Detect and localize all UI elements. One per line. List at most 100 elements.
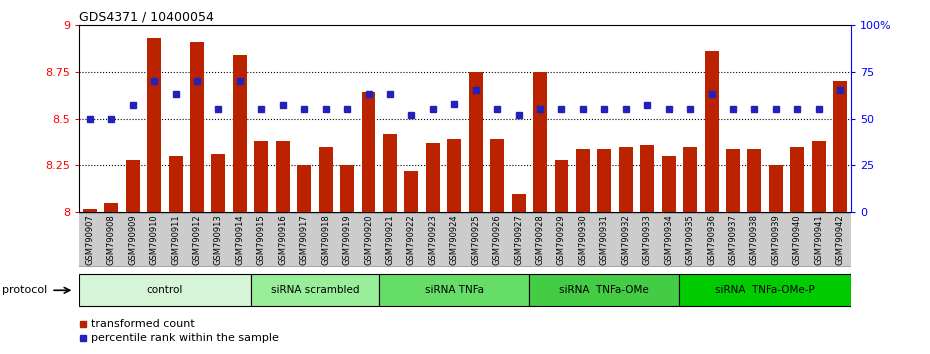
Bar (405, 171, 418, 212)
Text: GSM790930: GSM790930 (578, 215, 588, 266)
Bar (422, 212, 444, 267)
Text: percentile rank within the sample: percentile rank within the sample (90, 333, 279, 343)
Bar (615, 212, 636, 267)
Text: GSM790922: GSM790922 (407, 215, 416, 265)
Bar (232, 55, 246, 212)
Bar (340, 166, 354, 212)
Bar (658, 212, 680, 267)
Bar (593, 212, 615, 267)
Text: GSM790919: GSM790919 (342, 215, 352, 265)
Bar (680, 212, 701, 267)
Bar (833, 81, 847, 212)
Bar (701, 212, 723, 267)
Text: GSM790915: GSM790915 (257, 215, 266, 265)
Bar (684, 147, 698, 212)
Bar (830, 212, 851, 267)
Bar (79, 274, 250, 306)
Text: GSM790939: GSM790939 (771, 215, 780, 266)
Text: siRNA scrambled: siRNA scrambled (271, 285, 359, 295)
Bar (748, 149, 762, 212)
Bar (211, 154, 225, 212)
Bar (186, 212, 207, 267)
Bar (508, 212, 529, 267)
Bar (486, 212, 508, 267)
Bar (790, 147, 804, 212)
Text: GSM790931: GSM790931 (600, 215, 609, 266)
Bar (250, 274, 379, 306)
Text: GSM790917: GSM790917 (299, 215, 309, 266)
Bar (122, 212, 143, 267)
Bar (551, 212, 572, 267)
Bar (250, 212, 272, 267)
Bar (294, 212, 315, 267)
Bar (529, 274, 680, 306)
Text: GSM790935: GSM790935 (685, 215, 695, 266)
Bar (662, 156, 676, 212)
Text: GSM790911: GSM790911 (171, 215, 180, 265)
Text: GSM790908: GSM790908 (107, 215, 115, 266)
Bar (276, 141, 290, 212)
Text: GSM790923: GSM790923 (429, 215, 437, 266)
Text: siRNA  TNFa-OMe: siRNA TNFa-OMe (560, 285, 649, 295)
Bar (104, 203, 118, 212)
Text: GSM790941: GSM790941 (815, 215, 823, 265)
Bar (723, 212, 744, 267)
Text: GSM790910: GSM790910 (150, 215, 159, 265)
Text: protocol: protocol (2, 285, 47, 295)
Bar (315, 212, 337, 267)
Bar (319, 147, 333, 212)
Bar (680, 274, 851, 306)
Text: siRNA  TNFa-OMe-P: siRNA TNFa-OMe-P (715, 285, 815, 295)
Text: GSM790936: GSM790936 (707, 215, 716, 266)
Bar (207, 212, 229, 267)
Bar (147, 38, 161, 212)
Bar (465, 212, 486, 267)
Text: GSM790926: GSM790926 (493, 215, 501, 266)
Bar (401, 212, 422, 267)
Bar (126, 160, 140, 212)
Bar (469, 72, 483, 212)
Text: GSM790940: GSM790940 (793, 215, 802, 265)
Bar (383, 133, 397, 212)
Bar (640, 145, 654, 212)
Bar (533, 72, 547, 212)
Bar (272, 212, 294, 267)
Bar (143, 212, 165, 267)
Text: GSM790918: GSM790918 (321, 215, 330, 266)
Bar (812, 141, 826, 212)
Bar (744, 212, 765, 267)
Text: GSM790928: GSM790928 (536, 215, 545, 266)
Bar (100, 212, 122, 267)
Bar (165, 212, 186, 267)
Bar (337, 212, 358, 267)
Text: GSM790920: GSM790920 (364, 215, 373, 265)
Bar (787, 212, 808, 267)
Text: siRNA TNFa: siRNA TNFa (425, 285, 484, 295)
Text: GSM790913: GSM790913 (214, 215, 223, 266)
Bar (379, 274, 529, 306)
Bar (490, 139, 504, 212)
Bar (168, 156, 182, 212)
Text: GDS4371 / 10400054: GDS4371 / 10400054 (79, 11, 214, 24)
Text: GSM790914: GSM790914 (235, 215, 245, 265)
Bar (254, 141, 268, 212)
Bar (512, 194, 525, 212)
Bar (597, 149, 611, 212)
Bar (298, 166, 312, 212)
Text: GSM790907: GSM790907 (86, 215, 94, 266)
Text: control: control (147, 285, 183, 295)
Bar (529, 212, 551, 267)
Bar (572, 212, 593, 267)
Text: GSM790909: GSM790909 (128, 215, 137, 265)
Bar (83, 209, 97, 212)
Text: GSM790924: GSM790924 (450, 215, 458, 265)
Text: GSM790916: GSM790916 (278, 215, 287, 266)
Bar (358, 212, 379, 267)
Bar (79, 212, 100, 267)
Bar (190, 42, 204, 212)
Bar (554, 160, 568, 212)
Bar (362, 92, 376, 212)
Bar (444, 212, 465, 267)
Text: GSM790932: GSM790932 (621, 215, 631, 266)
Bar (808, 212, 830, 267)
